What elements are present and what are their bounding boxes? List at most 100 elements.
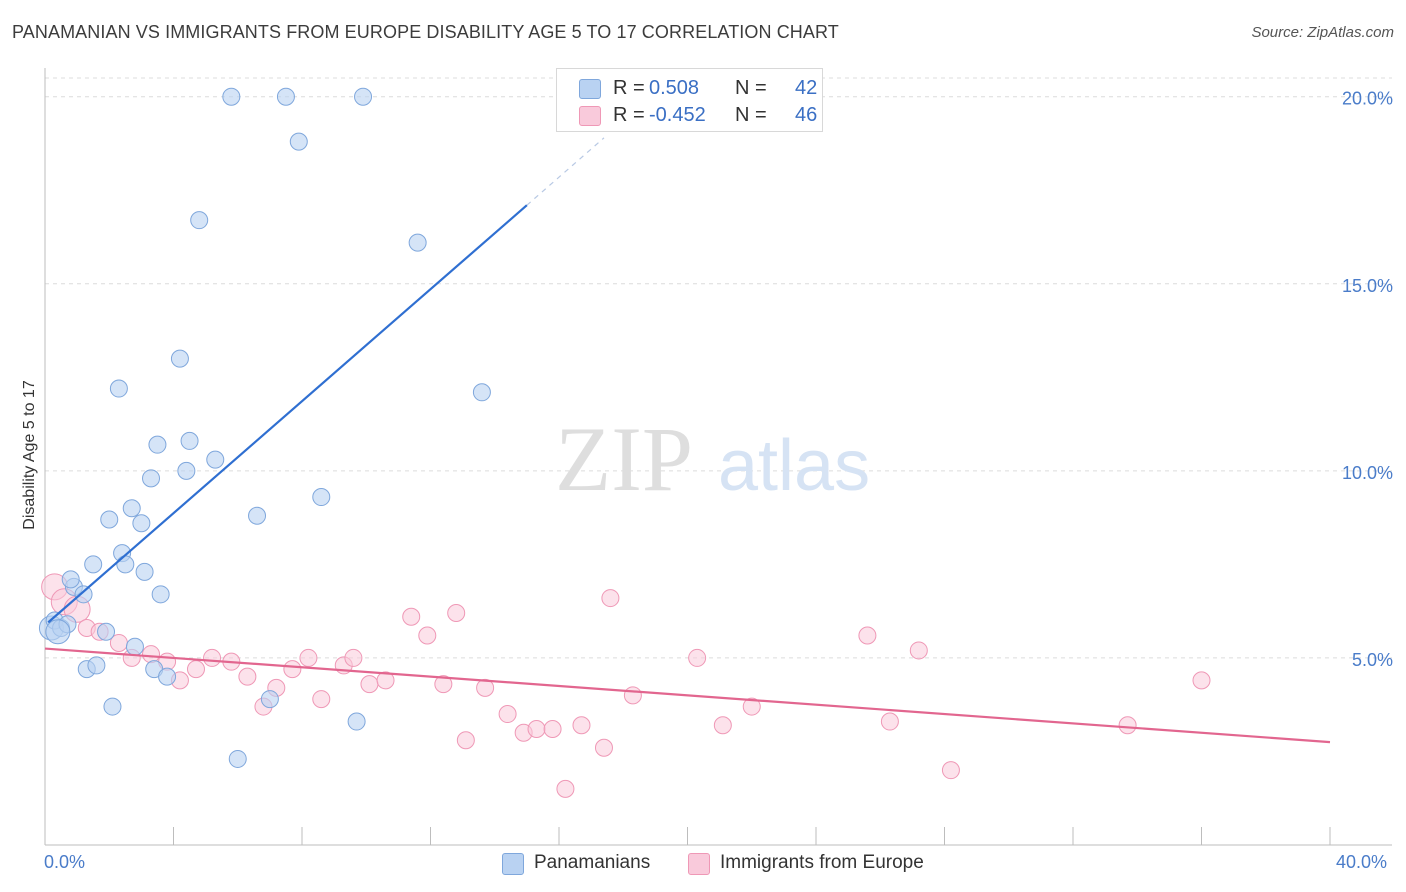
- panamanians-point: [100, 510, 119, 529]
- europe-point: [434, 675, 453, 694]
- europe-point: [418, 626, 437, 645]
- europe-point: [543, 720, 562, 739]
- y-tick-labels: 5.0% 10.0% 15.0% 20.0%: [1342, 89, 1393, 670]
- panamanians-point: [132, 514, 151, 533]
- europe-point: [299, 648, 318, 667]
- panamanians-point: [177, 461, 196, 480]
- legend-n-value: 42: [795, 77, 818, 99]
- bottom-legend-swatch-panamanians: [502, 853, 524, 875]
- europe-point: [858, 626, 877, 645]
- europe-point: [572, 716, 591, 735]
- legend-r-value: 0.508: [649, 77, 700, 99]
- watermark-atlas: atlas: [718, 426, 870, 506]
- y-tick-label: 20.0%: [1342, 89, 1393, 109]
- x-tick-min: 0.0%: [44, 852, 86, 872]
- series-immigrants-from-europe: [41, 573, 1211, 798]
- y-tick-label: 10.0%: [1342, 463, 1393, 483]
- panamanians-point: [103, 697, 122, 716]
- y-axis-label: Disability Age 5 to 17: [21, 380, 38, 530]
- panamanians-point: [97, 622, 116, 641]
- watermark-zip: ZIP: [555, 408, 693, 510]
- panamanians-point: [312, 488, 331, 507]
- panamanians-point: [109, 379, 128, 398]
- panamanians-trend-line: [47, 204, 528, 624]
- europe-point: [312, 690, 331, 709]
- europe-point: [941, 761, 960, 780]
- trend-lines: [44, 137, 1331, 744]
- europe-point: [203, 648, 222, 667]
- panamanians-point: [170, 349, 189, 368]
- panamanians-point: [148, 435, 167, 454]
- panamanians-point: [248, 506, 267, 525]
- europe-point: [402, 607, 421, 626]
- panamanians-point: [347, 712, 366, 731]
- bottom-legend-label: Panamanians: [534, 852, 651, 873]
- panamanians-point: [116, 555, 135, 574]
- legend-r-value: -0.452: [649, 104, 706, 126]
- axes: [44, 68, 1392, 846]
- europe-point: [594, 738, 613, 757]
- europe-trend-line: [44, 647, 1331, 744]
- europe-point: [527, 720, 546, 739]
- source-attribution: Source: ZipAtlas.com: [1251, 24, 1394, 41]
- y-tick-label: 15.0%: [1342, 276, 1393, 296]
- panamanians-point: [206, 450, 225, 469]
- bottom-legend-label: Immigrants from Europe: [720, 852, 924, 873]
- panamanians-point: [260, 690, 279, 709]
- series-panamanians: [38, 87, 491, 768]
- europe-point: [880, 712, 899, 731]
- bottom-legend-swatch-europe: [688, 853, 710, 875]
- panamanians-trend-extension: [526, 137, 605, 206]
- europe-point: [238, 667, 257, 686]
- gridlines: [45, 77, 1392, 659]
- europe-point: [376, 671, 395, 690]
- europe-point: [142, 645, 161, 664]
- europe-point: [186, 660, 205, 679]
- panamanians-point: [289, 132, 308, 151]
- legend-swatch-panamanians: [579, 79, 601, 99]
- legend-r-label: R =: [613, 104, 645, 126]
- europe-point: [742, 697, 761, 716]
- europe-point: [1192, 671, 1211, 690]
- europe-point: [360, 675, 379, 694]
- panamanians-point: [354, 87, 373, 106]
- europe-point: [909, 641, 928, 660]
- panamanians-point: [151, 585, 170, 604]
- legend-n-label: N =: [735, 77, 767, 99]
- legend-swatch-europe: [579, 106, 601, 126]
- europe-point: [283, 660, 302, 679]
- panamanians-point: [142, 469, 161, 488]
- chart-title: PANAMANIAN VS IMMIGRANTS FROM EUROPE DIS…: [12, 22, 839, 42]
- correlation-legend: R = 0.508 N = 42 R = -0.452 N = 46: [556, 68, 823, 132]
- panamanians-point: [180, 431, 199, 450]
- panamanians-point: [84, 555, 103, 574]
- panamanians-point: [87, 656, 106, 675]
- panamanians-point: [125, 637, 144, 656]
- panamanians-point: [122, 499, 141, 518]
- europe-point: [1118, 716, 1137, 735]
- panamanians-point: [45, 619, 71, 645]
- panamanians-point: [74, 585, 93, 604]
- panamanians-point: [228, 749, 247, 768]
- panamanians-point: [408, 233, 427, 252]
- legend-r-label: R =: [613, 77, 645, 99]
- panamanians-point: [472, 383, 491, 402]
- europe-point: [623, 686, 642, 705]
- europe-point: [601, 589, 620, 608]
- europe-point: [447, 604, 466, 623]
- legend-n-value: 46: [795, 104, 818, 126]
- panamanians-point: [135, 562, 154, 581]
- panamanians-point: [61, 570, 80, 589]
- x-tick-max: 40.0%: [1336, 852, 1388, 872]
- europe-point: [713, 716, 732, 735]
- europe-point: [688, 648, 707, 667]
- panamanians-point: [190, 211, 209, 230]
- europe-point: [476, 678, 495, 697]
- y-tick-label: 5.0%: [1352, 650, 1393, 670]
- panamanians-point: [276, 87, 295, 106]
- europe-point: [498, 705, 517, 724]
- europe-point: [556, 779, 575, 798]
- panamanians-point: [222, 87, 241, 106]
- europe-point: [344, 648, 363, 667]
